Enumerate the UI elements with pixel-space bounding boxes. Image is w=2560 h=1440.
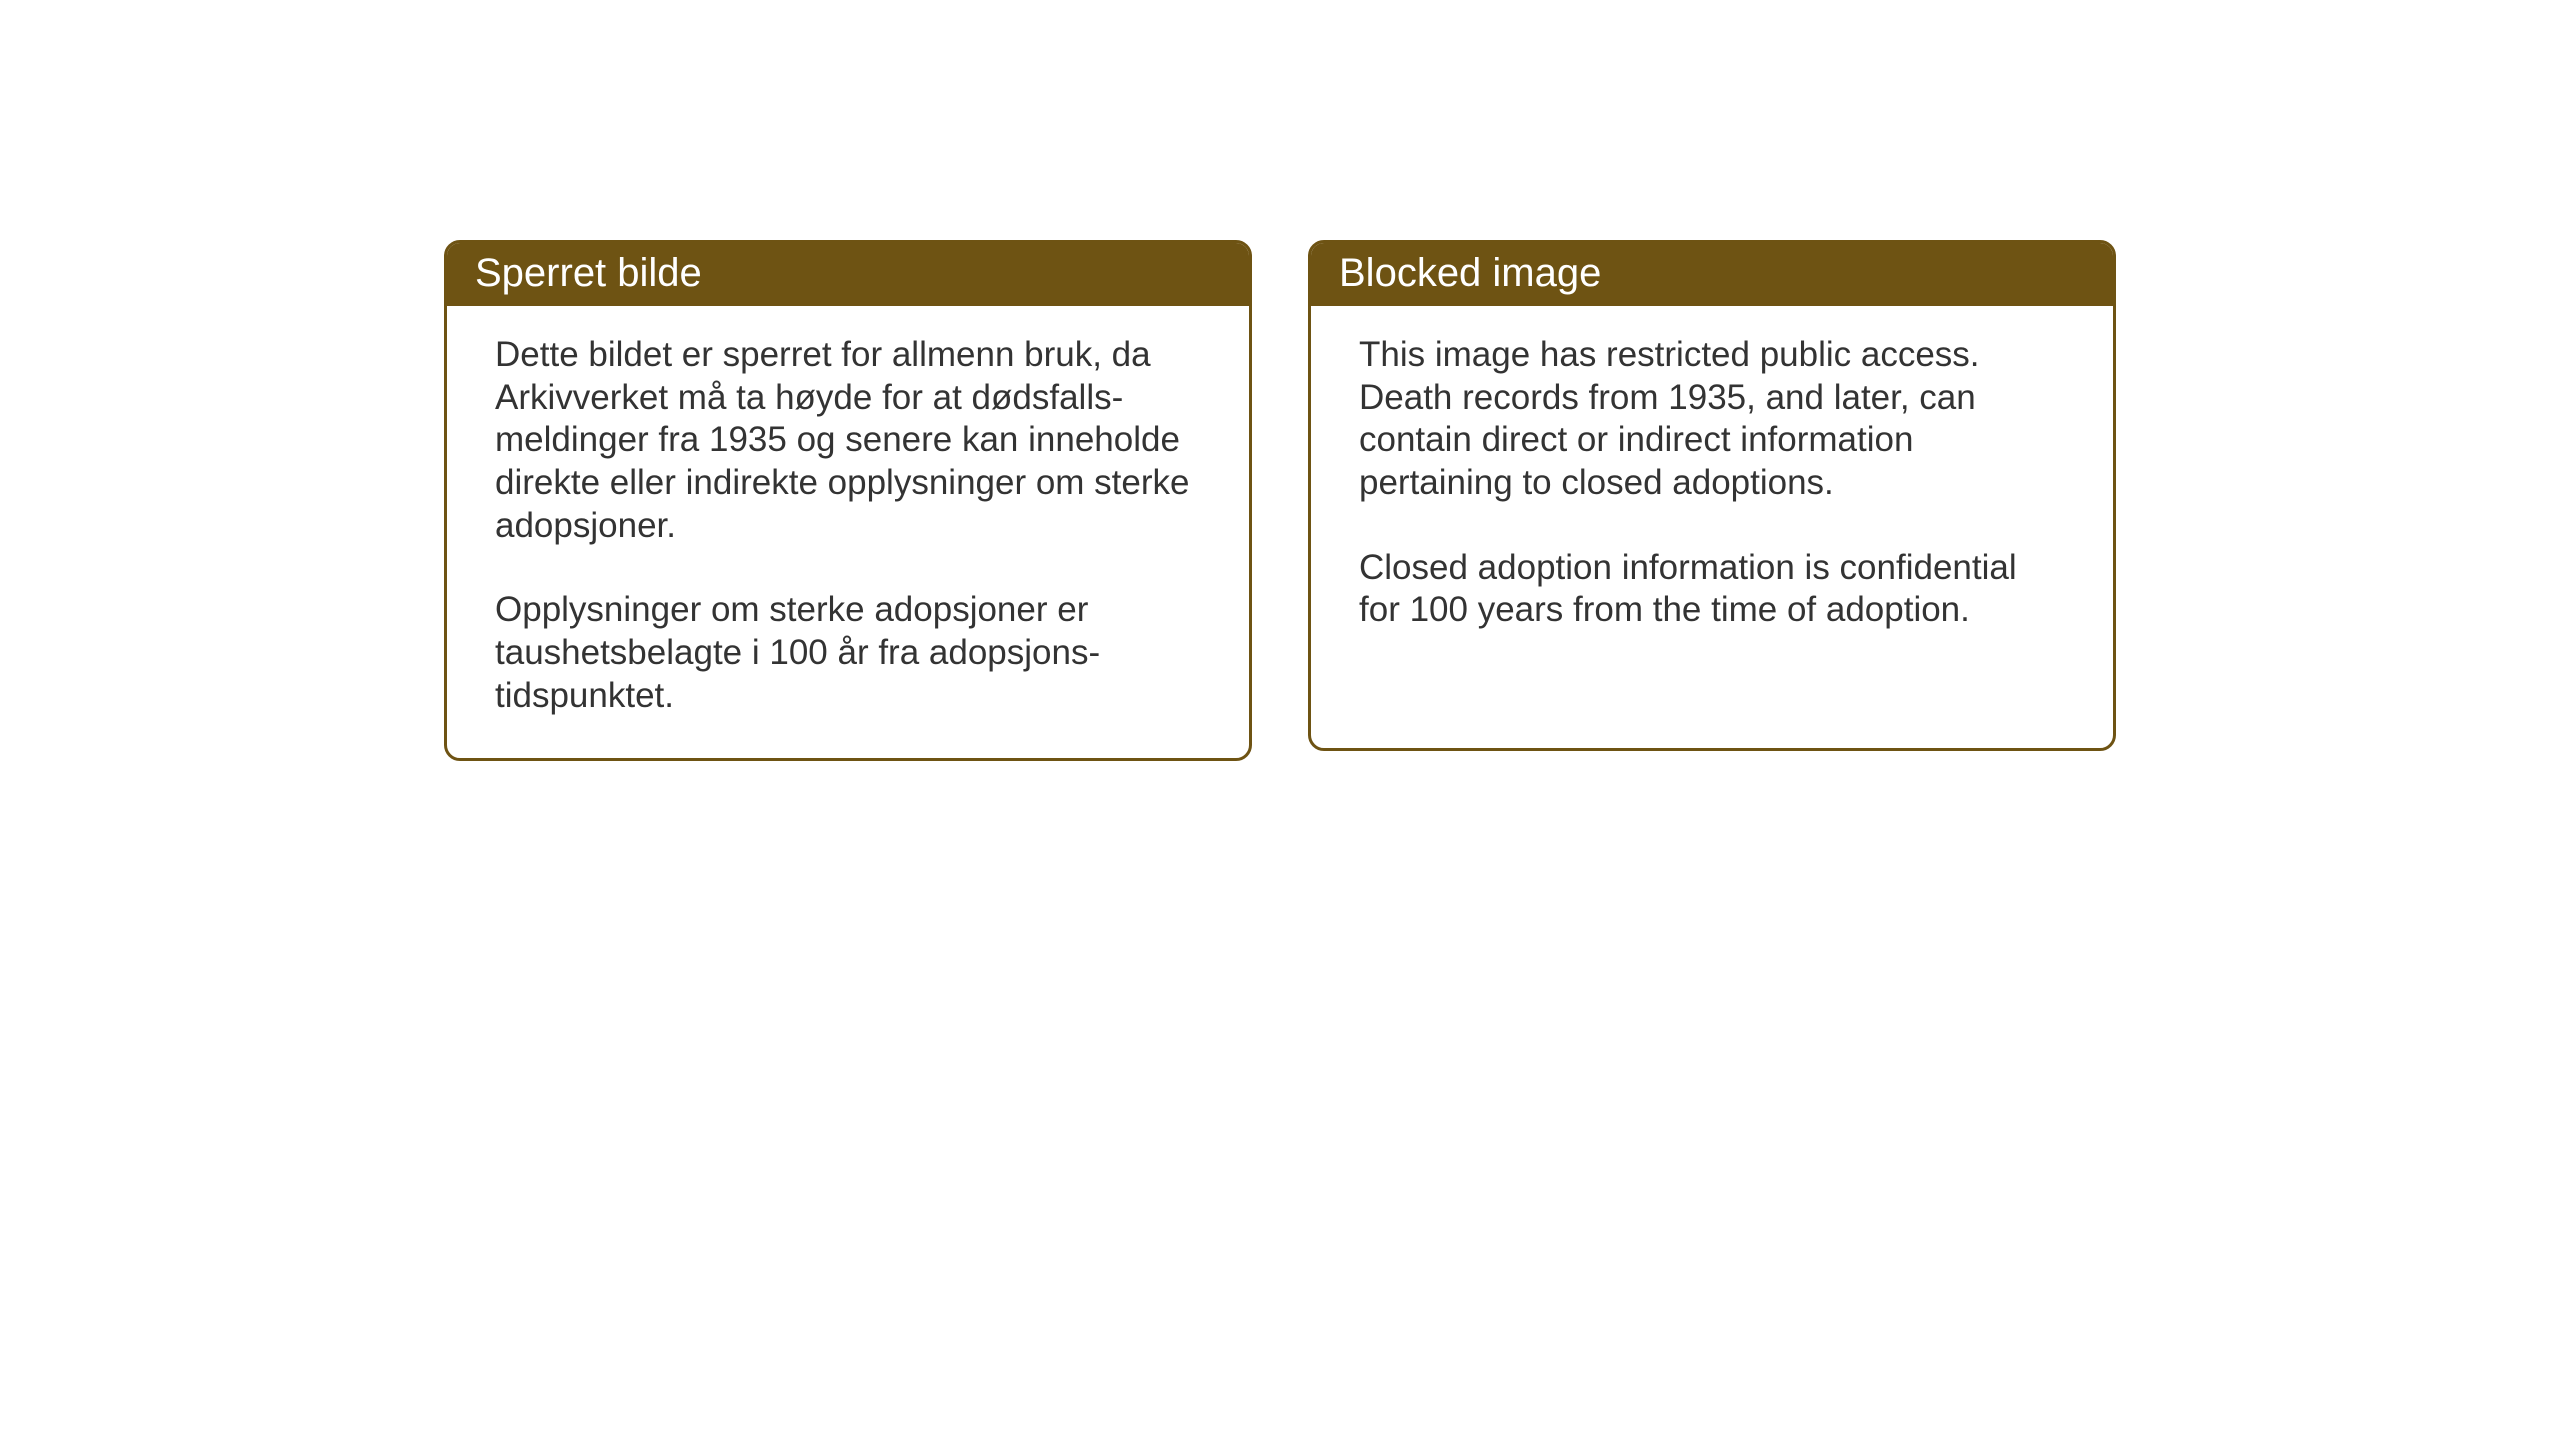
norwegian-paragraph-2: Opplysninger om sterke adopsjoner er tau…	[495, 589, 1201, 717]
norwegian-notice-card: Sperret bilde Dette bildet er sperret fo…	[444, 240, 1252, 761]
norwegian-paragraph-1: Dette bildet er sperret for allmenn bruk…	[495, 334, 1201, 547]
norwegian-card-title: Sperret bilde	[447, 243, 1249, 306]
english-card-body: This image has restricted public access.…	[1311, 306, 2113, 672]
norwegian-card-body: Dette bildet er sperret for allmenn bruk…	[447, 306, 1249, 758]
english-card-title: Blocked image	[1311, 243, 2113, 306]
english-paragraph-1: This image has restricted public access.…	[1359, 334, 2065, 505]
notice-container: Sperret bilde Dette bildet er sperret fo…	[444, 240, 2116, 761]
english-notice-card: Blocked image This image has restricted …	[1308, 240, 2116, 751]
english-paragraph-2: Closed adoption information is confident…	[1359, 547, 2065, 632]
